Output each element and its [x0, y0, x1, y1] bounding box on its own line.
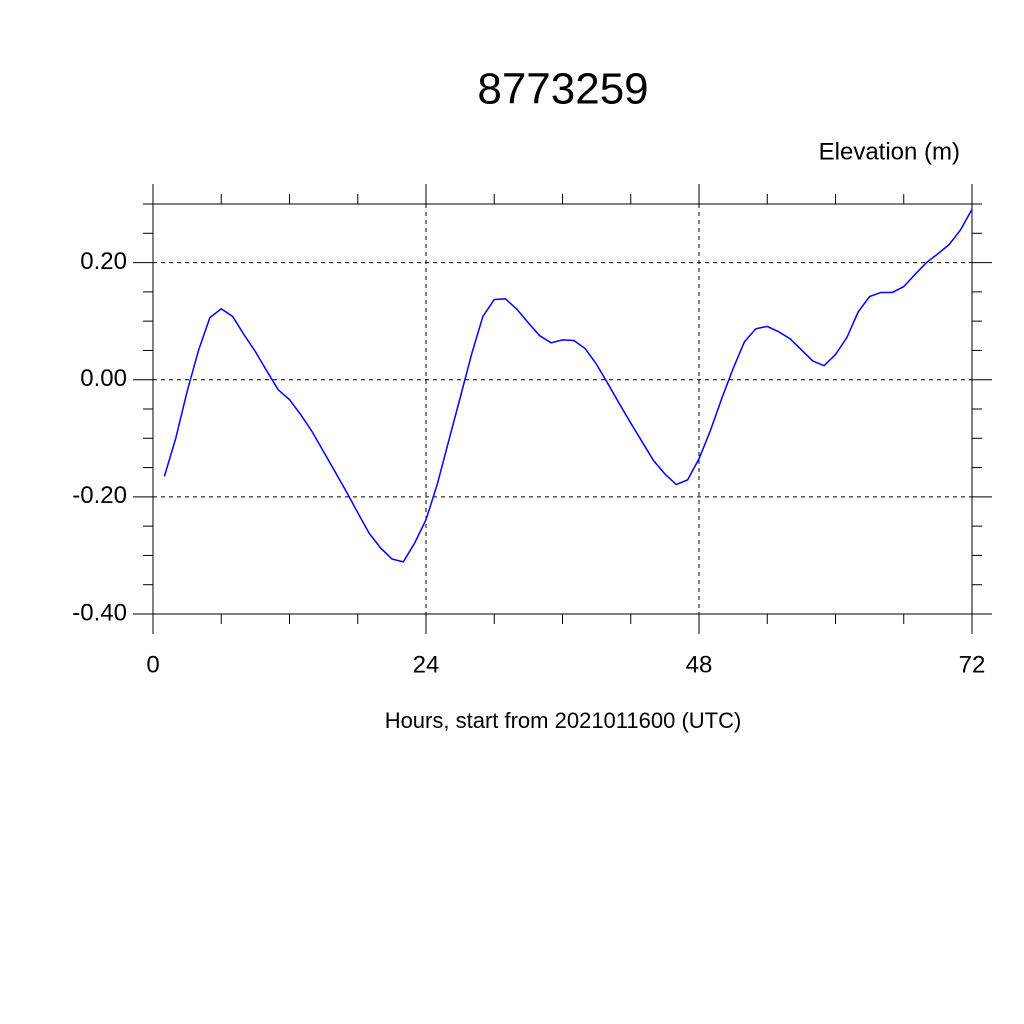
x-tick-label: 72: [959, 651, 986, 678]
y-axis-label: Elevation (m): [819, 138, 960, 165]
x-axis-label: Hours, start from 2021011600 (UTC): [385, 708, 742, 733]
y-tick-label: -0.40: [72, 599, 127, 626]
x-tick-label: 48: [686, 651, 713, 678]
plot-frame: [152, 203, 973, 615]
y-tick-label: 0.20: [80, 248, 127, 275]
x-tick-label: 24: [413, 651, 440, 678]
y-tick-label: -0.20: [72, 482, 127, 509]
data-line: [163, 208, 973, 563]
x-tick-label: 0: [146, 651, 159, 678]
chart-title: 8773259: [477, 65, 648, 114]
y-tick-label: 0.00: [80, 365, 127, 392]
